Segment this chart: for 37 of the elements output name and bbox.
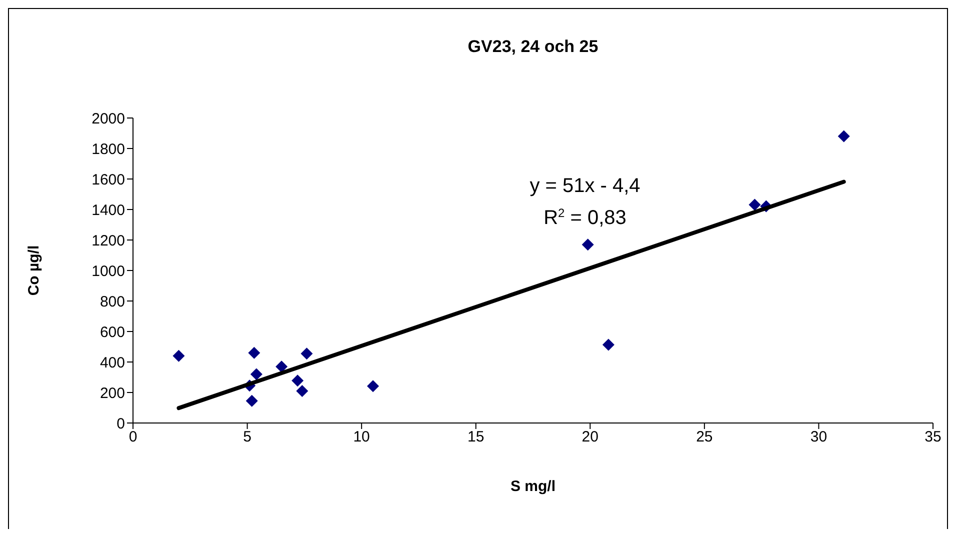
y-tick-label: 2000 <box>92 110 125 128</box>
y-tick-label: 0 <box>116 415 125 432</box>
x-tick-label: 20 <box>582 428 598 446</box>
annotation: R$^{2}$ = 0,83 <box>544 206 626 229</box>
y-tick-label: 600 <box>100 324 125 341</box>
x-tick-label: 5 <box>243 428 252 446</box>
x-tick-label: 15 <box>468 428 484 446</box>
y-tick-label: 1800 <box>92 140 125 158</box>
chart-title: GV23, 24 och 25 <box>466 37 600 57</box>
x-tick-label: 10 <box>353 428 370 446</box>
y-axis-title: Co µg/l <box>25 245 42 296</box>
y-tick-label: 400 <box>100 354 125 372</box>
point <box>276 360 288 373</box>
x-tick-label: 35 <box>924 428 942 446</box>
y-tick-label: 1400 <box>92 202 125 219</box>
x-axis-title: S mg/l <box>510 478 556 495</box>
point <box>172 350 185 362</box>
x-tick-label: 30 <box>810 428 828 446</box>
y-tick-label: 1000 <box>92 262 125 280</box>
point <box>748 198 761 211</box>
y-tick-label: 1200 <box>92 232 125 250</box>
y-tick-label: 800 <box>100 293 125 310</box>
y-tick-label: 200 <box>100 384 125 402</box>
point <box>602 338 614 351</box>
point <box>838 130 850 142</box>
point <box>296 384 308 397</box>
point <box>246 394 258 407</box>
point <box>300 348 313 360</box>
point <box>292 374 304 387</box>
point <box>248 346 260 359</box>
x-tick-label: 0 <box>128 428 138 446</box>
x-tick-label: 25 <box>696 428 713 446</box>
annotation: y = 51x - 4,4 <box>530 175 640 197</box>
point <box>367 380 379 392</box>
point <box>250 368 262 380</box>
y-tick-label: 1600 <box>92 171 125 188</box>
point <box>582 238 594 251</box>
